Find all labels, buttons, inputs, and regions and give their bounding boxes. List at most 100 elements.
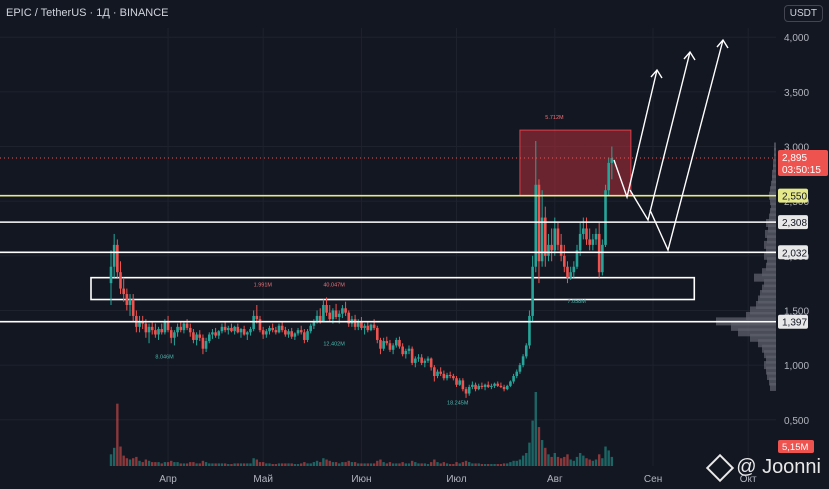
candle-body <box>531 266 534 316</box>
volume-profile-bar <box>766 246 776 255</box>
candle-body <box>242 329 246 335</box>
time-tick-label: Июн <box>351 474 371 485</box>
volume-bar <box>306 463 309 466</box>
volume-bar <box>544 447 547 466</box>
volume-profile-bar <box>771 180 776 189</box>
volume-bar <box>610 456 614 466</box>
volume-bar <box>407 463 411 466</box>
candle-body <box>284 330 287 335</box>
volume-bar <box>398 463 401 466</box>
volume-bar <box>214 463 217 466</box>
candle-body <box>550 244 553 251</box>
volume-profile-bar <box>762 344 776 353</box>
candle-body <box>493 383 496 386</box>
volume-bar <box>550 456 553 466</box>
candle-body <box>147 326 151 333</box>
candle-body <box>461 380 465 390</box>
candle-body <box>607 162 610 191</box>
candle-body <box>261 330 265 335</box>
volume-bar <box>382 462 385 466</box>
candle-body <box>388 343 392 350</box>
volume-bar <box>537 427 541 466</box>
volume-bar <box>585 458 588 466</box>
annotation-label: 12.402M <box>323 341 345 347</box>
candle-body <box>328 312 332 320</box>
volume-bar <box>347 460 350 466</box>
price-tick-label: 1,000 <box>784 361 809 372</box>
candle-body <box>160 329 164 333</box>
volume-bar <box>385 463 388 466</box>
symbol-title[interactable]: EPIC / TetherUS · 1Д · BINANCE <box>6 7 169 19</box>
volume-profile-bar <box>738 328 776 337</box>
annotation-label: 7.058M <box>567 299 586 305</box>
candle-body <box>341 308 344 314</box>
volume-profile-bar <box>746 311 776 320</box>
volume-bar <box>135 456 138 466</box>
volume-bar <box>436 462 439 466</box>
volume-bar <box>179 463 182 466</box>
volume-bar <box>588 459 591 466</box>
candle-body <box>223 326 227 331</box>
candle-body <box>518 365 522 372</box>
candle-body <box>604 190 607 245</box>
candle-body <box>296 330 300 334</box>
candle-body <box>144 323 148 333</box>
volume-profile-bar <box>773 164 776 173</box>
volume-bar <box>480 464 484 466</box>
volume-badge-text: 5,15M <box>782 442 808 453</box>
candle-body <box>379 339 382 349</box>
candle-body <box>578 233 582 251</box>
candle-body <box>417 357 420 359</box>
volume-bar <box>433 459 436 466</box>
candle-body <box>299 330 303 333</box>
candle-body <box>505 385 509 390</box>
volume-bar <box>163 462 167 466</box>
candle-body <box>594 233 598 240</box>
volume-bar <box>442 462 446 466</box>
candle-body <box>274 330 278 333</box>
volume-profile-bar <box>766 355 776 364</box>
volume-bar <box>445 463 449 466</box>
watermark-text: @ Joonni <box>736 456 821 478</box>
volume-bar <box>531 420 534 466</box>
candle-body <box>131 299 135 316</box>
candle-body <box>233 326 236 332</box>
candle-body <box>154 330 157 335</box>
candle-body <box>322 304 325 322</box>
candle-body <box>265 331 268 335</box>
volume-bar <box>331 462 335 466</box>
volume-bar <box>315 460 319 466</box>
volume-bar <box>582 455 585 466</box>
candle-body <box>315 315 319 322</box>
volume-profile-bar <box>731 322 776 331</box>
candle-body <box>521 356 525 366</box>
volume-profile-bar <box>768 224 776 233</box>
candle-body <box>125 294 129 305</box>
candle-body <box>255 315 259 320</box>
candle-body <box>192 332 195 340</box>
candle-body <box>474 384 477 390</box>
volume-profile-bar <box>774 153 776 162</box>
volume-bar <box>578 453 582 466</box>
volume-profile-bar <box>767 235 776 244</box>
level-badge-text: 2,550 <box>782 192 807 203</box>
volume-bar <box>293 464 297 466</box>
volume-bar <box>353 462 357 466</box>
price-tick-label: 0,500 <box>784 416 809 427</box>
volume-bar <box>515 460 518 466</box>
annotation-label: 40.047M <box>323 282 345 288</box>
volume-bar <box>280 463 284 466</box>
volume-bar <box>147 460 151 466</box>
diamond-logo-icon <box>706 453 735 482</box>
currency-badge[interactable]: USDT <box>783 5 823 22</box>
volume-profile-bar <box>766 366 776 375</box>
candle-body <box>414 358 417 363</box>
volume-badge <box>778 440 814 453</box>
volume-bar <box>166 462 170 466</box>
candle-body <box>309 325 313 332</box>
volume-bar <box>242 463 246 466</box>
volume-bar <box>395 463 398 466</box>
projection-arrow <box>629 51 691 222</box>
